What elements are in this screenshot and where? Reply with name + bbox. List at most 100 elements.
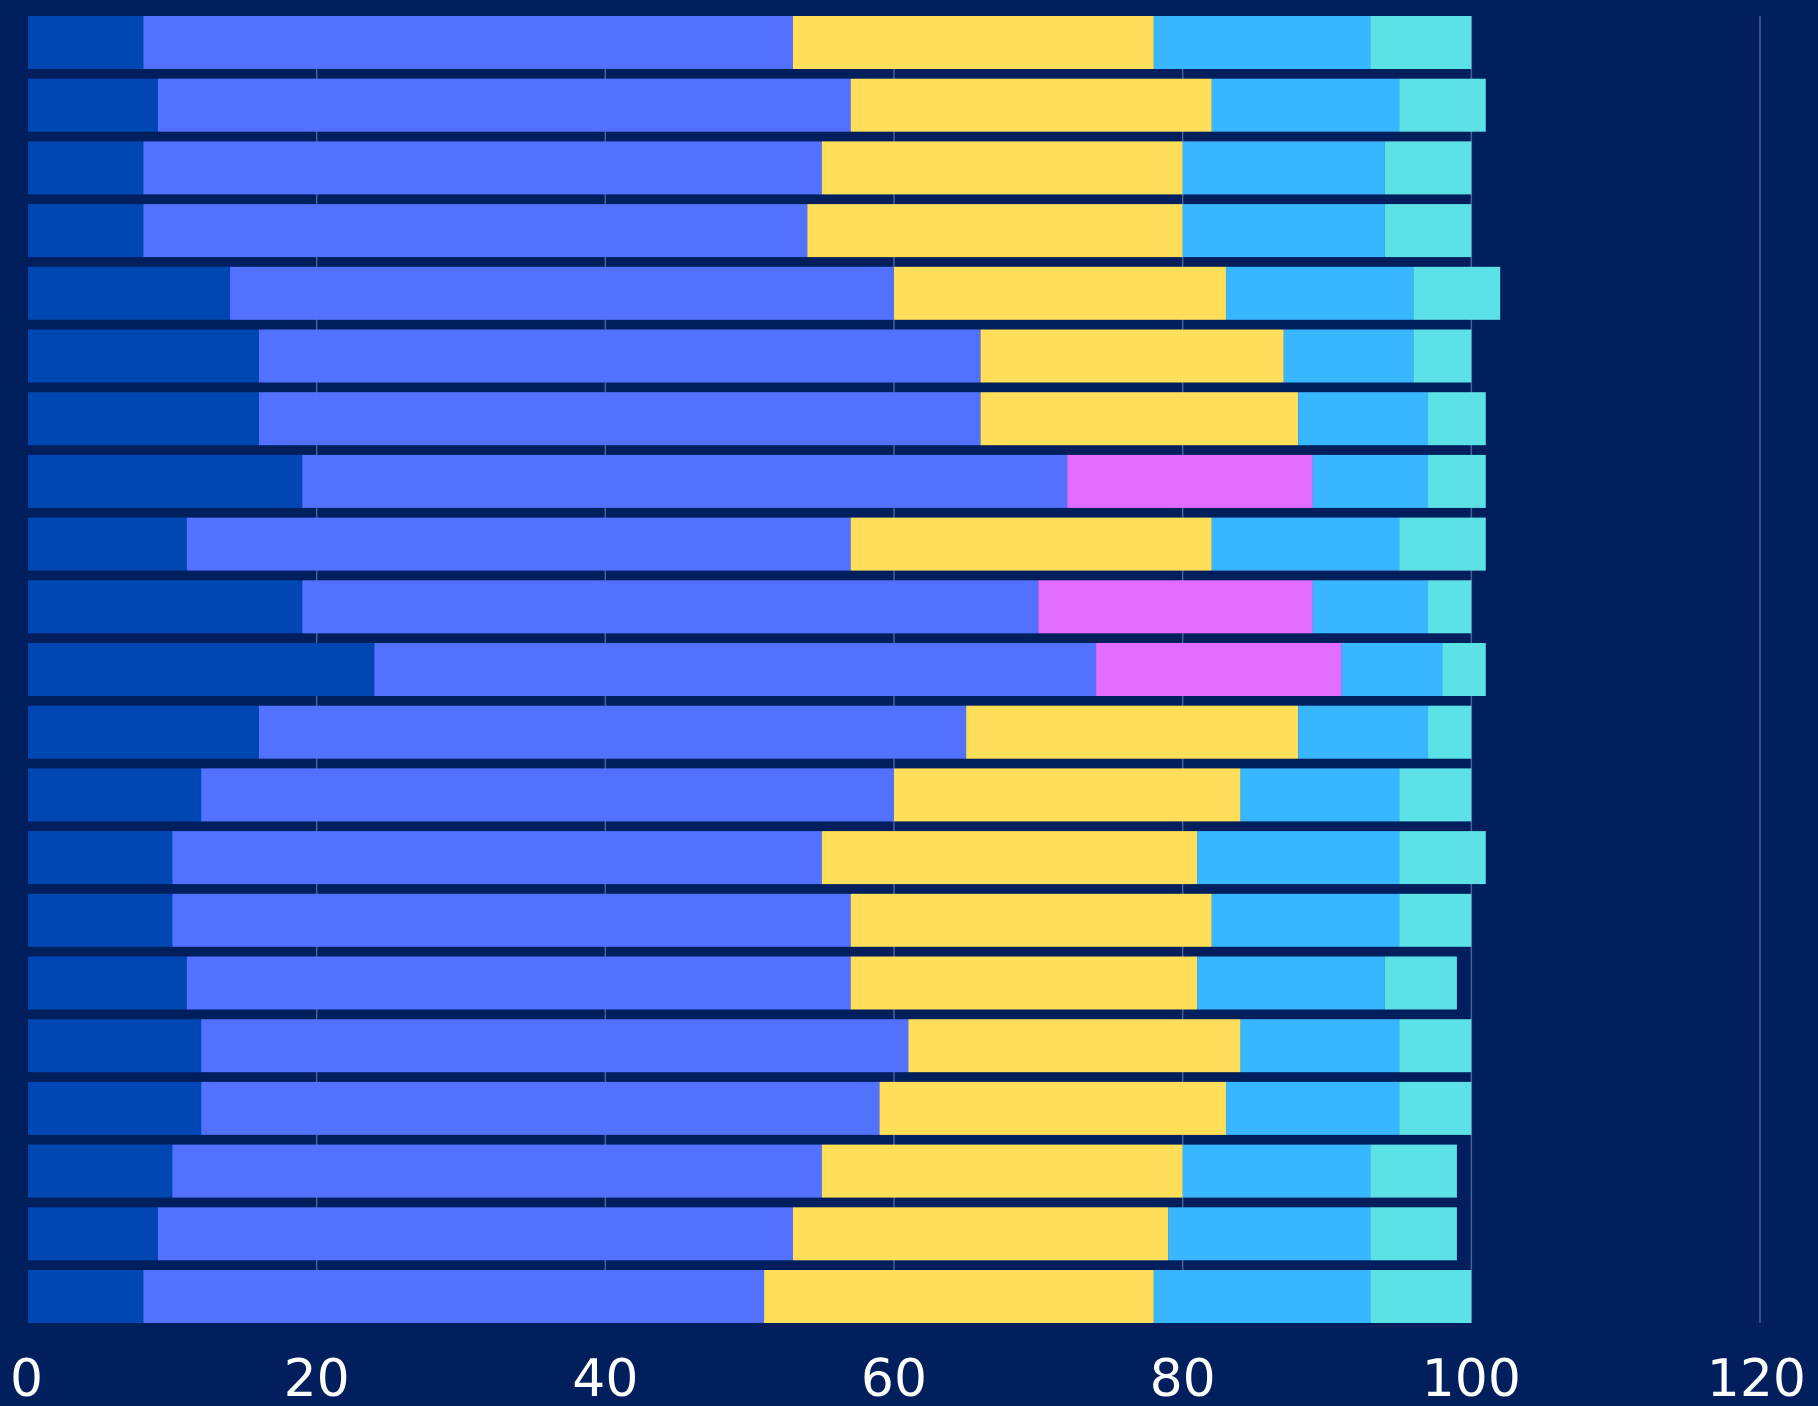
bar-segment-row3-series2 [143,141,822,195]
bar-segment-row18-series5 [1225,1081,1400,1135]
bar-segment-row9-series3 [850,517,1212,571]
bar-row-1 [28,16,1472,69]
x-tick-label-60: 60 [861,1349,927,1406]
bar-segment-row11-series1 [28,643,375,696]
bar-segment-row10-series6 [1428,580,1472,634]
bar-segment-row4-series3 [807,204,1183,258]
bar-segment-row2-series2 [157,78,851,132]
x-tick-label-100: 100 [1422,1349,1521,1406]
bar-segment-row8-series1 [28,454,303,508]
bar-row-15 [28,893,1472,947]
bar-segment-row18-series3 [879,1081,1226,1135]
bar-segment-row9-series2 [186,517,851,571]
bar-segment-row20-series3 [792,1207,1169,1261]
bar-segment-row4-series2 [143,204,808,258]
bar-segment-row5-series1 [28,266,231,320]
bar-row-16 [28,956,1457,1010]
bar-segment-row20-series5 [1168,1207,1371,1261]
bar-segment-row6-series6 [1413,329,1472,383]
bar-segment-row14-series2 [172,831,822,885]
bar-segment-row21-series2 [143,1270,765,1323]
bar-segment-row1-series3 [792,16,1154,69]
bar-segment-row6-series2 [258,329,981,383]
bar-segment-row15-series2 [172,893,851,947]
bar-segment-row18-series1 [28,1081,202,1135]
bar-row-21 [28,1270,1472,1323]
bar-segment-row3-series1 [28,141,144,195]
bar-row-9 [28,517,1486,571]
bar-row-7 [28,392,1486,446]
bar-segment-row8-series6 [1428,454,1486,508]
bar-segment-row15-series3 [850,893,1212,947]
bar-segment-row21-series1 [28,1270,144,1323]
bar-row-17 [28,1019,1472,1073]
bar-segment-row20-series6 [1370,1207,1457,1261]
bar-segment-row4-series6 [1384,204,1472,258]
bar-segment-row2-series1 [28,78,158,132]
bar-segment-row16-series3 [850,956,1198,1010]
bar-segment-row8-series5 [1312,454,1429,508]
bar-segment-row4-series1 [28,204,144,258]
bar-row-13 [28,768,1472,822]
bar-segment-row15-series5 [1211,893,1400,947]
bar-segment-row19-series5 [1182,1144,1371,1198]
bars [28,16,1501,1323]
bar-segment-row18-series6 [1399,1081,1472,1135]
bar-segment-row14-series6 [1399,831,1486,885]
bar-segment-row1-series6 [1370,16,1472,69]
x-tick-label-80: 80 [1150,1349,1216,1406]
bar-row-5 [28,266,1501,320]
bar-segment-row12-series5 [1298,705,1429,759]
bar-segment-row20-series2 [157,1207,793,1261]
bar-row-18 [28,1081,1472,1135]
bar-segment-row2-series6 [1399,78,1486,132]
bar-segment-row5-series2 [230,266,895,320]
bar-segment-row11-series2 [374,643,1097,696]
bar-row-20 [28,1207,1457,1261]
bar-segment-row11-series5 [1341,643,1443,696]
bar-segment-row8-series4 [1067,454,1313,508]
bar-segment-row10-series2 [302,580,1039,634]
bar-segment-row19-series1 [28,1144,173,1198]
bar-segment-row15-series6 [1399,893,1472,947]
bar-segment-row3-series5 [1182,141,1385,195]
bar-segment-row11-series6 [1442,643,1486,696]
bar-segment-row8-series2 [302,454,1068,508]
bar-segment-row7-series6 [1428,392,1486,446]
bar-segment-row16-series5 [1197,956,1385,1010]
bar-segment-row3-series3 [821,141,1183,195]
bar-segment-row9-series1 [28,517,187,571]
bar-row-6 [28,329,1472,383]
bar-segment-row17-series6 [1399,1019,1472,1073]
bar-segment-row17-series1 [28,1019,202,1073]
bar-segment-row4-series5 [1182,204,1385,258]
bar-segment-row13-series3 [894,768,1241,822]
bar-segment-row16-series1 [28,956,187,1010]
bar-segment-row11-series4 [1096,643,1342,696]
bar-row-10 [28,580,1472,634]
bar-segment-row13-series1 [28,768,202,822]
bar-segment-row21-series6 [1370,1270,1472,1323]
bar-segment-row14-series5 [1197,831,1400,885]
bar-segment-row17-series3 [908,1019,1241,1073]
bar-row-2 [28,78,1486,132]
bar-segment-row19-series3 [821,1144,1183,1198]
bar-segment-row14-series1 [28,831,173,885]
bar-row-12 [28,705,1472,759]
bar-row-11 [28,643,1486,696]
bar-segment-row20-series1 [28,1207,158,1261]
x-tick-label-120: 120 [1707,1349,1806,1406]
bar-segment-row2-series5 [1211,78,1400,132]
x-tick-label-40: 40 [572,1349,638,1406]
bar-segment-row10-series4 [1038,580,1313,634]
bar-segment-row12-series1 [28,705,259,759]
bar-segment-row19-series2 [172,1144,822,1198]
bar-segment-row7-series5 [1298,392,1429,446]
bar-segment-row14-series3 [821,831,1198,885]
bar-segment-row7-series1 [28,392,259,446]
bar-segment-row1-series1 [28,16,144,69]
bar-segment-row6-series1 [28,329,259,383]
bar-segment-row5-series3 [894,266,1226,320]
bar-segment-row1-series5 [1153,16,1371,69]
bar-segment-row13-series6 [1399,768,1472,822]
